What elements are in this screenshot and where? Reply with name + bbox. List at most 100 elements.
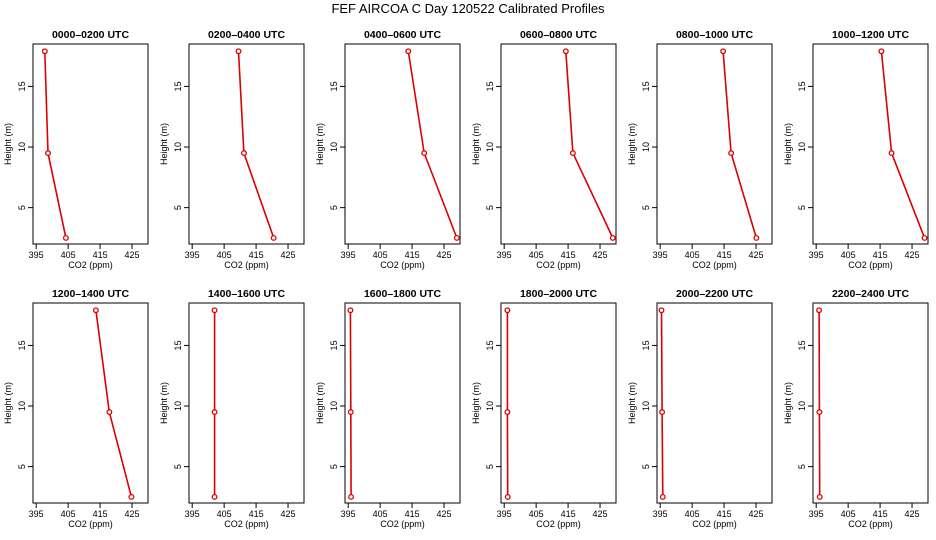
x-tick-label: 405 <box>685 509 700 519</box>
data-point <box>421 150 428 157</box>
y-tick-label: 5 <box>485 464 495 469</box>
y-tick-label: 10 <box>173 142 183 152</box>
plot-frame <box>32 302 149 504</box>
y-tick-label: 5 <box>641 205 651 210</box>
y-tick-label: 10 <box>485 401 495 411</box>
x-tick-label: 395 <box>653 250 668 260</box>
y-axis-label: Height (m) <box>159 123 169 165</box>
data-point <box>211 493 218 500</box>
data-point <box>45 150 51 157</box>
y-tick-label: 15 <box>173 81 183 91</box>
data-point <box>453 234 460 241</box>
panel-title: 0200–0400 UTC <box>208 29 285 41</box>
panel-title: 0800–1000 UTC <box>676 29 753 41</box>
y-tick-label: 5 <box>641 464 651 469</box>
x-axis-label: CO2 (ppm) <box>692 519 737 529</box>
x-tick-label: 395 <box>29 250 44 260</box>
x-tick-label: 415 <box>873 250 888 260</box>
x-tick-label: 425 <box>437 509 452 519</box>
data-point <box>658 307 665 314</box>
data-point <box>878 48 885 55</box>
plot-frame <box>32 43 149 245</box>
panel-title: 1600–1800 UTC <box>364 288 441 300</box>
panel-5: 0800–1000 UTC 395 405 415 425 CO2 (ppm) 5 10 15 H… <box>627 29 773 270</box>
data-point <box>504 307 511 314</box>
x-tick-label: 395 <box>497 250 512 260</box>
x-tick-label: 415 <box>405 509 420 519</box>
y-tick-label: 15 <box>797 81 807 91</box>
x-tick-label: 405 <box>373 509 388 519</box>
x-axis-label: CO2 (ppm) <box>380 260 425 270</box>
data-point <box>347 409 354 416</box>
data-point <box>816 307 823 314</box>
y-axis-label: Height (m) <box>471 382 481 424</box>
panel-title: 1400–1600 UTC <box>208 288 285 300</box>
x-axis-label: CO2 (ppm) <box>224 519 269 529</box>
x-axis-label: CO2 (ppm) <box>692 260 737 270</box>
x-tick-label: 405 <box>61 509 76 519</box>
x-axis-label: CO2 (ppm) <box>848 519 893 529</box>
data-point <box>211 409 218 416</box>
y-tick-label: 15 <box>329 81 339 91</box>
figure-title: FEF AIRCOA C Day 120522 Calibrated Profi… <box>331 1 605 16</box>
x-tick-label: 425 <box>749 250 764 260</box>
x-tick-label: 425 <box>593 250 608 260</box>
panel-title: 2000–2200 UTC <box>676 288 753 300</box>
y-tick-label: 15 <box>485 81 495 91</box>
profile-line <box>818 310 821 497</box>
x-tick-label: 425 <box>905 250 920 260</box>
x-tick-label: 405 <box>61 250 76 260</box>
data-point <box>728 150 735 157</box>
x-tick-label: 415 <box>561 509 576 519</box>
data-point <box>504 493 511 500</box>
profile-line <box>722 51 758 239</box>
profile-line <box>407 51 458 239</box>
x-tick-label: 415 <box>93 509 108 519</box>
y-tick-label: 10 <box>173 401 183 411</box>
panel-title: 2200–2400 UTC <box>832 288 909 300</box>
x-axis-label: CO2 (ppm) <box>224 260 269 270</box>
x-axis-label: CO2 (ppm) <box>848 260 893 270</box>
plot-frame <box>812 302 929 504</box>
data-point <box>816 409 823 416</box>
plot-frame <box>656 302 773 504</box>
y-tick-label: 10 <box>329 142 339 152</box>
data-point <box>562 48 569 55</box>
data-point <box>348 493 355 500</box>
x-tick-label: 395 <box>341 509 356 519</box>
panel-1: 0000–0200 UTC 395 405 415 425 CO2 (ppm) 5 10 15 H… <box>3 29 149 270</box>
y-tick-label: 5 <box>173 205 183 210</box>
data-point <box>92 307 99 314</box>
x-tick-label: 395 <box>185 250 200 260</box>
data-point <box>128 493 135 500</box>
x-tick-label: 425 <box>125 509 140 519</box>
data-point <box>347 307 354 314</box>
x-tick-label: 395 <box>341 250 356 260</box>
data-point <box>235 48 242 55</box>
panel-12: 2200–2400 UTC 395 405 415 425 CO2 (ppm) 5 10 15 H… <box>783 288 929 529</box>
panel-title: 0400–0600 UTC <box>364 29 441 41</box>
y-tick-label: 10 <box>797 401 807 411</box>
profile-line <box>565 51 614 239</box>
y-axis-label: Height (m) <box>3 123 13 165</box>
panel-title: 0000–0200 UTC <box>52 29 129 41</box>
panel-7: 1200–1400 UTC 395 405 415 425 CO2 (ppm) 5 10 15 H… <box>3 288 149 529</box>
data-point <box>921 234 928 241</box>
data-point <box>609 234 616 241</box>
plot-frame <box>344 43 461 245</box>
y-tick-label: 15 <box>329 340 339 350</box>
profile-line <box>237 51 275 239</box>
y-tick-label: 10 <box>797 142 807 152</box>
x-tick-label: 415 <box>873 509 888 519</box>
y-axis-label: Height (m) <box>315 123 325 165</box>
panel-3: 0400–0600 UTC 395 405 415 425 CO2 (ppm) 5 10 15 H… <box>315 29 461 270</box>
x-tick-label: 395 <box>809 509 824 519</box>
panel-11: 2000–2200 UTC 395 405 415 425 CO2 (ppm) 5 10 15 H… <box>627 288 773 529</box>
y-axis-label: Height (m) <box>3 382 13 424</box>
data-point <box>659 493 666 500</box>
data-point <box>720 48 727 55</box>
profile-line <box>660 310 664 497</box>
x-tick-label: 415 <box>249 250 264 260</box>
panel-2: 0200–0400 UTC 395 405 415 425 CO2 (ppm) 5 10 15 H… <box>159 29 305 270</box>
